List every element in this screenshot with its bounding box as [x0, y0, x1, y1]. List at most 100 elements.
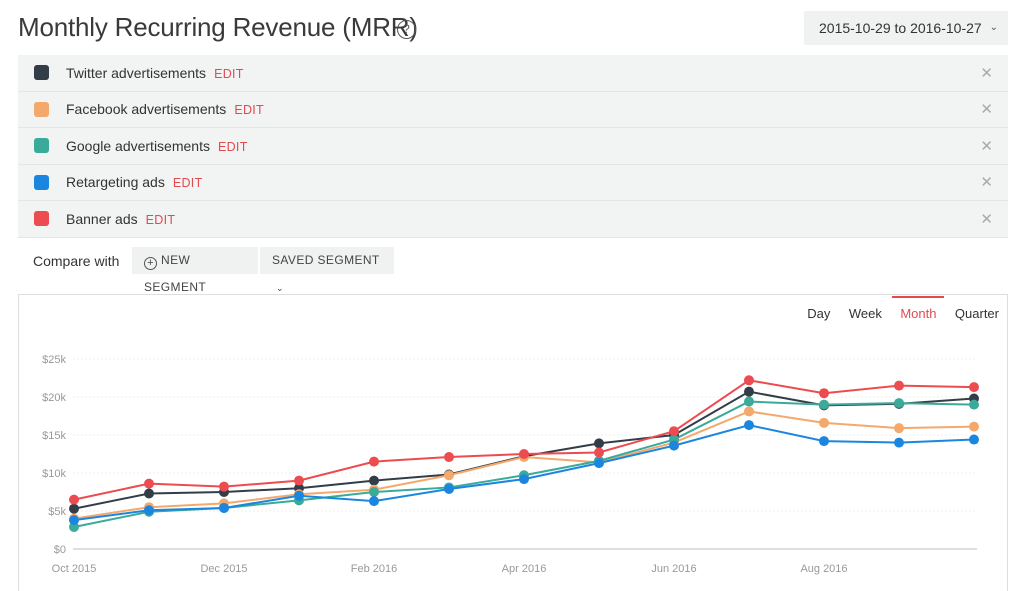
close-icon[interactable]: ✕: [980, 101, 993, 119]
data-point: [819, 388, 829, 399]
segment-label: Facebook advertisements: [66, 101, 227, 118]
segment-label: Google advertisements: [66, 137, 210, 154]
x-tick-label: Dec 2015: [200, 563, 247, 575]
data-point: [969, 434, 979, 445]
segment-edit-link[interactable]: EDIT: [145, 212, 176, 227]
data-point: [594, 447, 604, 458]
segment-edit-link[interactable]: EDIT: [234, 103, 264, 118]
data-point: [369, 487, 379, 497]
segment-color-swatch[interactable]: [34, 138, 49, 154]
data-point: [894, 423, 904, 434]
data-point: [819, 399, 829, 410]
segment-label: Twitter advertisements: [66, 64, 207, 81]
data-point: [144, 478, 154, 489]
compare-label: Compare with: [33, 253, 120, 269]
chevron-down-icon: ⌄: [276, 283, 284, 293]
data-point: [294, 475, 304, 486]
plus-circle-icon: +: [144, 257, 157, 270]
data-point: [444, 483, 454, 494]
compare-bar: Compare with + NEW SEGMENT SAVED SEGMENT …: [18, 247, 618, 294]
data-point: [444, 470, 454, 481]
x-tick-label: Jun 2016: [651, 563, 696, 575]
close-icon[interactable]: ✕: [980, 64, 993, 82]
close-icon[interactable]: ✕: [980, 210, 993, 228]
page-header: Monthly Recurring Revenue (MRR) ? 2015-1…: [0, 0, 1024, 55]
data-point: [369, 496, 379, 507]
data-point: [969, 399, 979, 410]
segment-row: Banner ads EDIT ✕: [18, 201, 1008, 238]
segment-row: Google advertisements EDIT ✕: [18, 128, 1008, 165]
data-point: [144, 505, 154, 516]
y-tick-label: $25k: [42, 354, 66, 366]
y-tick-label: $5k: [48, 506, 66, 518]
data-point: [819, 417, 829, 428]
y-tick-label: $0: [54, 544, 66, 556]
tab-day[interactable]: Day: [807, 306, 831, 321]
tab-month[interactable]: Month: [892, 296, 945, 321]
segment-label: Banner ads: [66, 210, 138, 227]
x-tick-label: Apr 2016: [502, 563, 547, 575]
segment-edit-link[interactable]: EDIT: [172, 176, 203, 191]
segment-edit-link[interactable]: EDIT: [217, 139, 248, 154]
data-point: [969, 421, 979, 432]
x-tick-label: Oct 2015: [52, 563, 97, 575]
page-title: Monthly Recurring Revenue (MRR): [18, 12, 418, 42]
data-point: [744, 386, 754, 397]
data-point: [219, 502, 229, 513]
data-point: [894, 437, 904, 448]
segment-color-swatch[interactable]: [34, 65, 49, 81]
segment-color-swatch[interactable]: [34, 101, 49, 117]
chart-card: Day Week Month Quarter $0 $5k $10k $15k $20k…: [18, 294, 1008, 591]
data-point: [219, 481, 229, 492]
close-icon[interactable]: ✕: [980, 137, 993, 155]
data-point: [894, 398, 904, 409]
data-point: [969, 382, 979, 393]
chevron-down-icon: ⌄: [989, 22, 998, 33]
x-tick-label: Aug 2016: [800, 563, 847, 575]
mrr-line-chart: $0 $5k $10k $15k $20k $25k Oct 2015 Dec 2015 Feb…: [42, 354, 979, 575]
segment-color-swatch[interactable]: [34, 211, 49, 227]
saved-segment-dropdown[interactable]: SAVED SEGMENT ⌄: [260, 247, 394, 293]
date-range-picker[interactable]: 2015-10-29 to 2016-10-27 ⌄: [804, 11, 1008, 45]
y-tick-label: $10k: [42, 468, 66, 480]
data-point: [894, 380, 904, 391]
data-point: [744, 396, 754, 407]
new-segment-button[interactable]: + NEW SEGMENT: [132, 247, 258, 294]
segment-label: Retargeting ads: [66, 174, 165, 191]
range-tabs: Day Week Month Quarter: [793, 296, 999, 325]
data-point: [669, 440, 679, 451]
x-tick-label: Feb 2016: [351, 563, 397, 575]
segment-color-swatch[interactable]: [34, 174, 49, 190]
data-point: [69, 515, 79, 526]
data-point: [519, 449, 529, 459]
data-point: [144, 488, 154, 499]
new-segment-label: NEW SEGMENT: [144, 253, 207, 294]
close-icon[interactable]: ✕: [980, 174, 993, 192]
data-point: [69, 521, 79, 532]
data-point: [744, 420, 754, 431]
segment-edit-link[interactable]: EDIT: [214, 66, 244, 81]
data-point: [69, 494, 79, 505]
tab-week[interactable]: Week: [848, 306, 882, 321]
saved-segment-label: SAVED SEGMENT: [272, 253, 380, 267]
data-point: [369, 475, 379, 486]
data-point: [669, 426, 679, 437]
data-point: [744, 375, 754, 386]
segment-row: Retargeting ads EDIT ✕: [18, 164, 1008, 201]
data-point: [594, 438, 604, 449]
y-tick-label: $15k: [42, 430, 66, 442]
date-range-value: 2015-10-29 to 2016-10-27: [819, 20, 982, 36]
data-point: [444, 452, 454, 463]
data-point: [294, 490, 304, 501]
data-point: [744, 406, 754, 417]
data-point: [594, 458, 604, 469]
y-tick-label: $20k: [42, 392, 66, 404]
data-point: [819, 436, 829, 447]
segment-row: Facebook advertisements EDIT ✕: [18, 91, 1008, 128]
segment-row: Twitter advertisements EDIT ✕: [18, 55, 1008, 92]
data-point: [69, 503, 79, 514]
help-icon[interactable]: ?: [397, 20, 416, 39]
data-point: [519, 474, 529, 485]
segment-list: Twitter advertisements EDIT ✕ Facebook ad…: [18, 55, 1008, 238]
tab-quarter[interactable]: Quarter: [954, 306, 999, 321]
